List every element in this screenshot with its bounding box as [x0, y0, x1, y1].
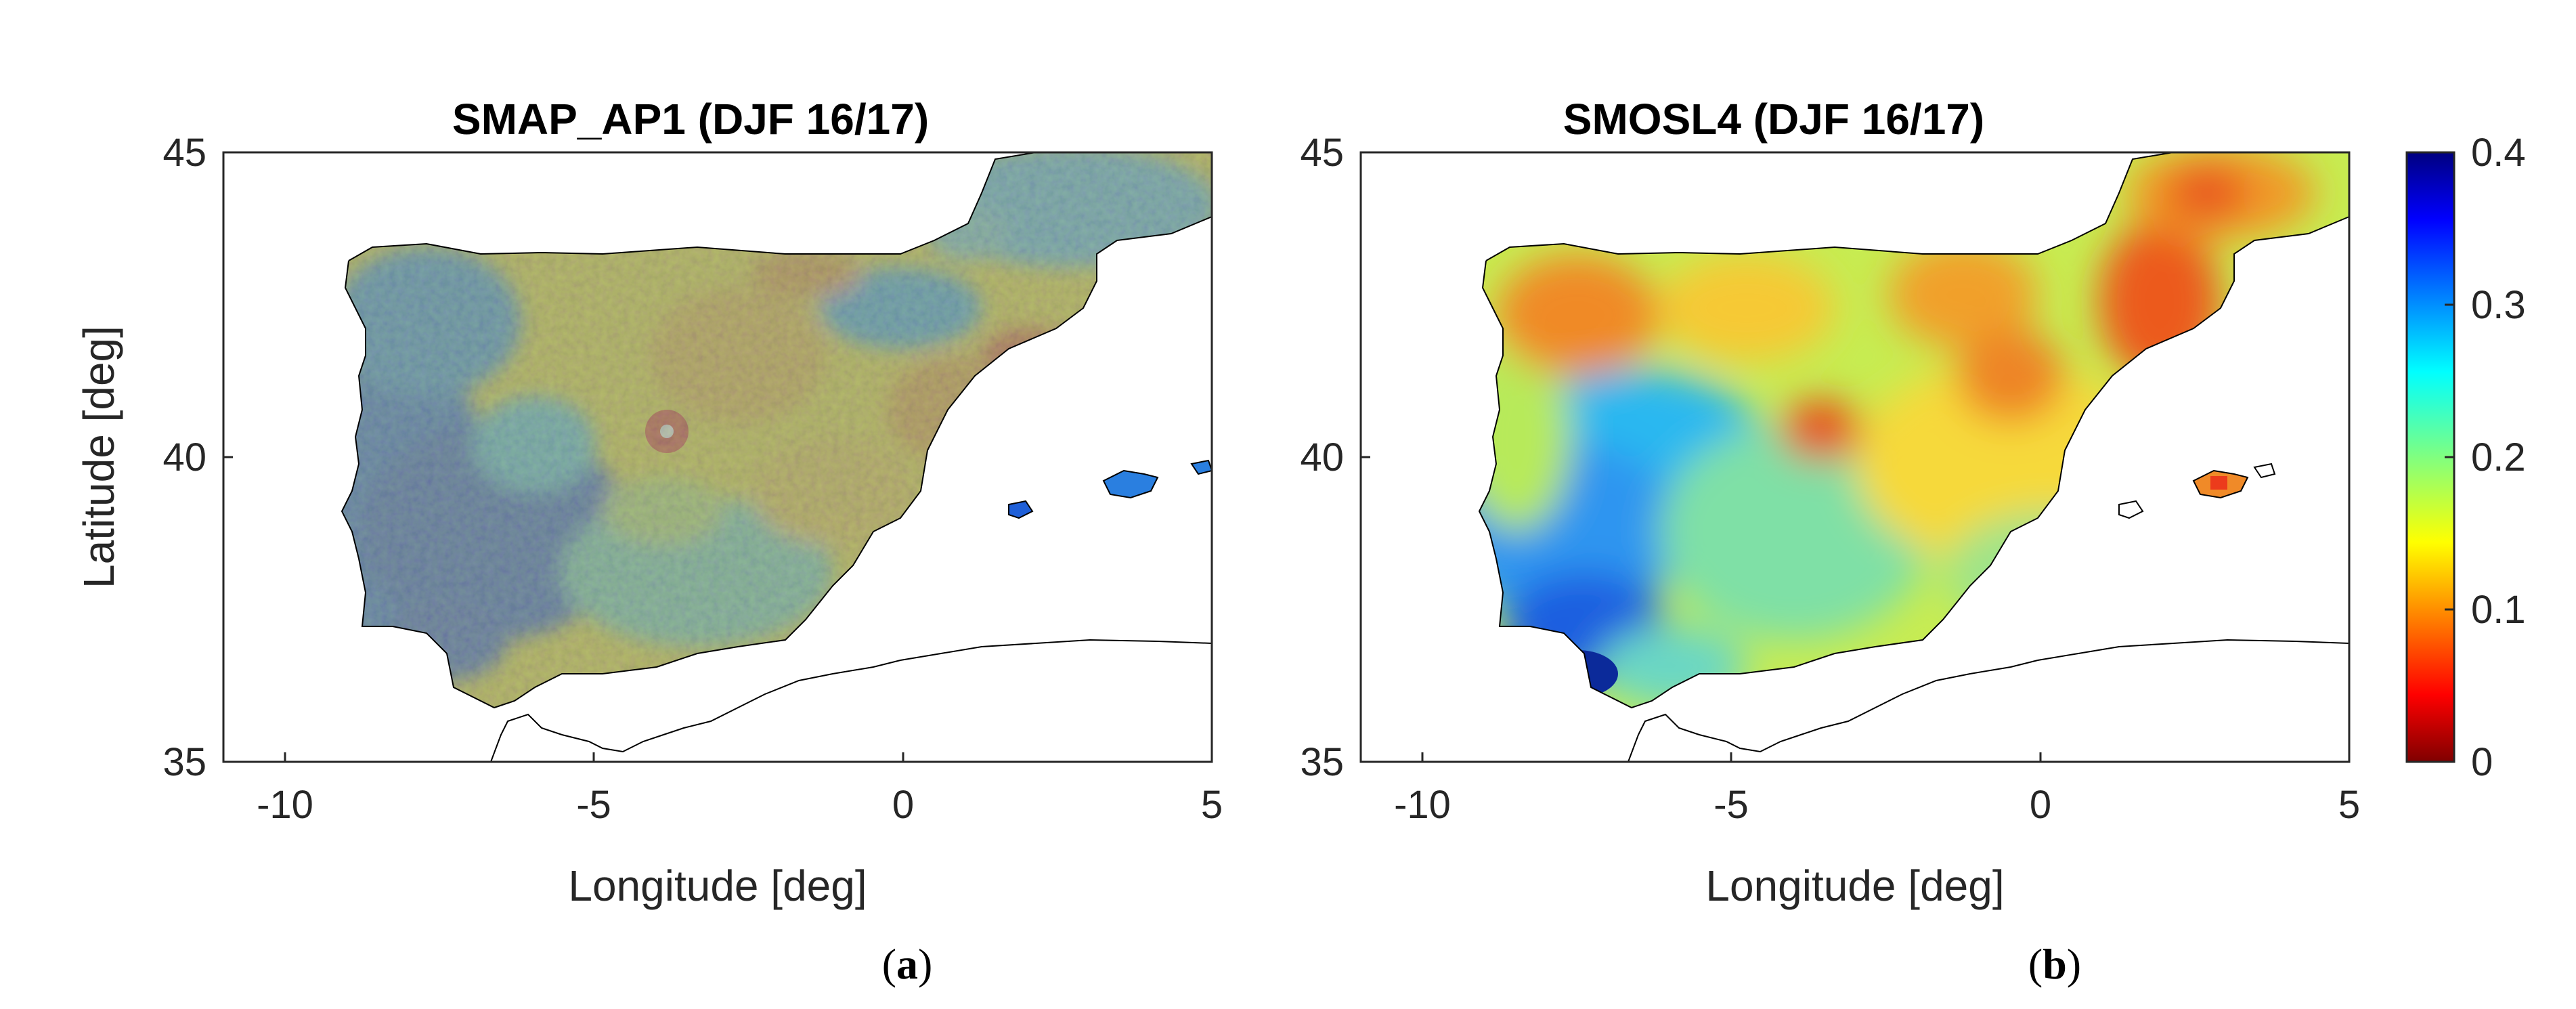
panel-a-ytick-35: 35: [162, 740, 206, 784]
panel-b-xtick-0: 0: [2030, 783, 2051, 827]
panel-b-xlabel: Longitude [deg]: [1705, 861, 2004, 910]
panel-b-tag: (b): [2028, 940, 2081, 988]
panel-b-xtick-m10: -10: [1394, 783, 1451, 827]
colorbar-tick-0: 0: [2471, 740, 2493, 784]
panel-b-plot-area: [1359, 151, 2351, 763]
colorbar-tick-0-2: 0.2: [2471, 435, 2526, 479]
panel-b-xtick-5: 5: [2338, 783, 2360, 827]
panel-a-xtick-m5: -5: [576, 783, 611, 827]
colorbar-tick-0-4: 0.4: [2471, 131, 2526, 175]
panel-a-plot-area: [222, 151, 1213, 763]
panel-a-title: SMAP_AP1 (DJF 16/17): [452, 95, 929, 144]
panel-a: SMAP_AP1 (DJF 16/17): [74, 95, 1223, 988]
panel-a-xlabel: Longitude [deg]: [568, 861, 867, 910]
panel-b-ytick-35: 35: [1300, 740, 1344, 784]
panel-a-xtick-5: 5: [1201, 783, 1223, 827]
panel-b-title: SMOSL4 (DJF 16/17): [1563, 95, 1984, 144]
panel-a-speckle-red: [342, 152, 1212, 708]
panel-a-ytick-45: 45: [162, 131, 206, 175]
panel-b-ytick-40: 40: [1300, 435, 1344, 479]
colorbar: 0.4 0.3 0.2 0.1 0: [2405, 131, 2526, 784]
panel-a-xtick-m10: -10: [257, 783, 313, 827]
panel-b: SMOSL4 (DJF 16/17): [1300, 95, 2360, 988]
colorbar-tick-0-1: 0.1: [2471, 588, 2526, 632]
panel-b-soil-moisture-map: [1479, 152, 2349, 708]
panel-a-ytick-40: 40: [162, 435, 206, 479]
panel-b-ytick-45: 45: [1300, 131, 1344, 175]
panel-a-ylabel: Latitude [deg]: [74, 326, 123, 588]
panel-a-xtick-0: 0: [892, 783, 914, 827]
colorbar-tick-0-3: 0.3: [2471, 283, 2526, 327]
panel-a-tag: (a): [882, 940, 933, 988]
panel-b-xtick-m5: -5: [1713, 783, 1749, 827]
